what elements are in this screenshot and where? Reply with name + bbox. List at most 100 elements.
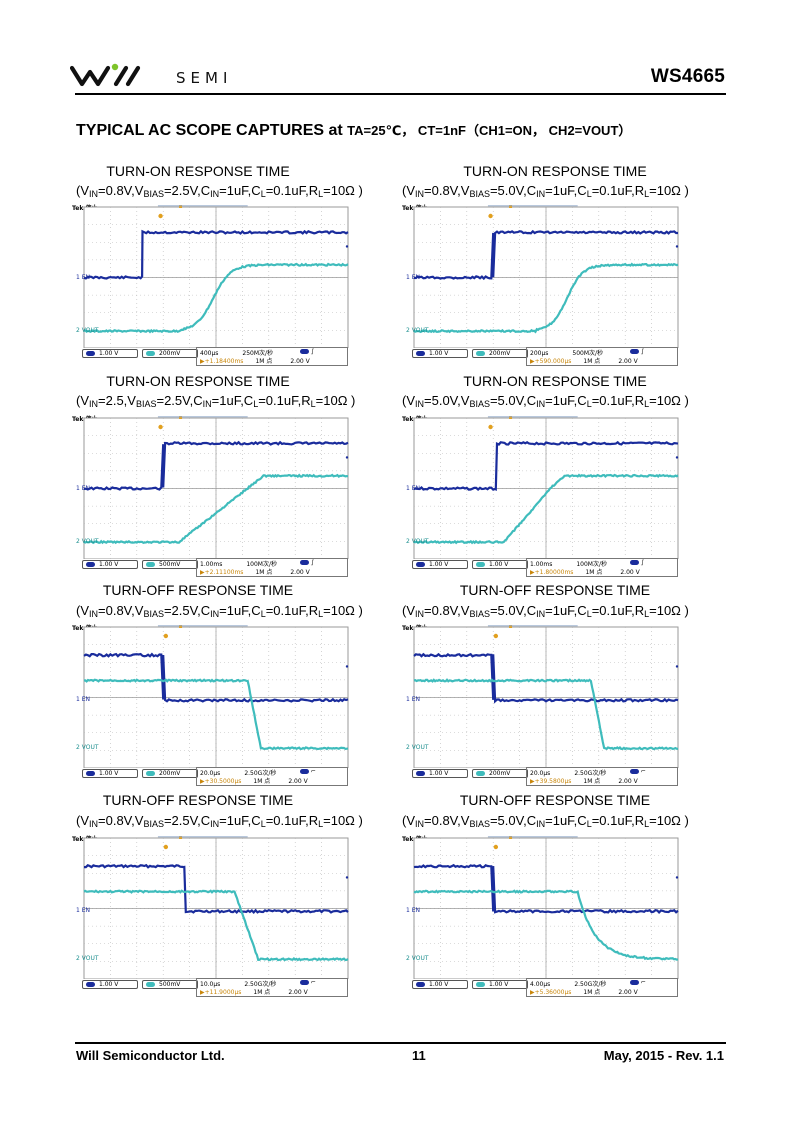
trigger-level-value: 2.00 V: [618, 358, 638, 365]
param-subscript: IN: [89, 189, 99, 199]
logo-green-dot: [111, 63, 119, 71]
record-length-value: 1M 点: [583, 989, 601, 996]
ch2-scale: 1.00 V: [472, 980, 528, 989]
ch1-scale-badge: [416, 771, 425, 776]
capture-title: TURN-OFF RESPONSE TIME: [459, 582, 651, 598]
ref-marker: [345, 245, 349, 248]
param-subscript: IN: [536, 189, 546, 199]
ch1-scale-badge: [86, 771, 95, 776]
param-text: =1uF,C: [545, 813, 587, 828]
status-frame: [196, 978, 348, 997]
trigger-position-readout: ▶+39.5800μs 1M 点 2.00 V: [530, 776, 638, 785]
trigger-position-value: ▶+11.9000μs: [200, 989, 242, 996]
param-text: =5.0V,C: [489, 603, 537, 618]
ch2-scale: 1.00 V: [472, 560, 528, 569]
timebase-value: 400μs: [200, 350, 219, 357]
ch1-label: 1 EN: [76, 273, 91, 281]
scope-screen: [83, 625, 349, 768]
param-text: =2.5V,C: [163, 183, 211, 198]
ch1-label: 1 EN: [76, 484, 91, 492]
timebase-value: 4.00μs: [530, 981, 551, 988]
param-text: V: [80, 183, 90, 198]
paren-close: ): [354, 603, 363, 618]
trigger-position-marker: [179, 205, 183, 208]
trigger-position-readout: ▶+11.9000μs 1M 点 2.00 V: [200, 987, 308, 996]
param-text: =2.5V,C: [156, 393, 203, 408]
param-text: =10Ω: [649, 813, 681, 828]
param-text: V: [406, 813, 416, 828]
param-text: =10Ω: [323, 813, 355, 828]
ch1-scale: 1.00 V: [412, 769, 468, 778]
param-subscript: L: [644, 399, 650, 409]
paren-open: (: [76, 603, 81, 618]
ch2-scale-value: 500mV: [159, 981, 181, 988]
ch1-label: 1 EN: [406, 273, 421, 281]
scope-status-bar: 1.00 V 1.00 V 1.00ms 100M次/秒 ▶+1.80000ms 1M 点…: [408, 558, 680, 579]
timebase-readout: 20.0μs 2.50G次/秒: [530, 768, 606, 777]
ch1-scale-badge: [416, 982, 425, 987]
paren-close: ): [680, 183, 689, 198]
ch2-scale-value: 200mV: [489, 350, 511, 357]
ch1-en-trace: [83, 229, 349, 280]
scope-status-bar: 1.00 V 200mV 20.0μs 2.50G次/秒 ▶+30.5000μs 1M 点…: [78, 767, 350, 788]
param-subscript: IN: [89, 819, 99, 829]
ch2-scale-value: 200mV: [159, 770, 181, 777]
param-subscript: BIAS: [143, 189, 164, 199]
capture-title: TURN-ON RESPONSE TIME: [463, 373, 647, 389]
param-subscript: IN: [536, 399, 546, 409]
param-subscript: IN: [210, 609, 220, 619]
ch1-label: 1 EN: [76, 907, 91, 915]
rising-edge-icon: ∫: [630, 348, 644, 355]
trigger-position-readout: ▶+1.18400ms 1M 点 2.00 V: [200, 356, 310, 365]
capture-title: TURN-OFF RESPONSE TIME: [102, 792, 294, 808]
capture-title: TURN-ON RESPONSE TIME: [463, 163, 647, 179]
ch2-label: 2 VOUT: [76, 538, 99, 546]
company-logo: SEMI: [70, 63, 232, 87]
param-subscript: L: [260, 819, 266, 829]
section-conditions: TA=25℃， CT=1nF（CH1=ON， CH2=VOUT）: [347, 123, 632, 138]
trigger-level-value: 2.00 V: [620, 569, 640, 576]
param-subscript: L: [318, 609, 324, 619]
param-text: V: [406, 393, 416, 408]
param-subscript: L: [644, 609, 650, 619]
ch2-label: 2 VOUT: [406, 327, 429, 335]
ch2-scale-badge: [146, 562, 155, 567]
param-text: =1uF,C: [545, 183, 587, 198]
param-text: =5.0V,V: [424, 393, 470, 408]
param-text: =2.5,V: [98, 393, 136, 408]
ref-marker: [675, 456, 679, 459]
trigger-position-value: ▶+39.5800μs: [530, 778, 572, 785]
timebase-value: 20.0μs: [200, 770, 221, 777]
scope-status-bar: 1.00 V 1.00 V 4.00μs 2.50G次/秒 ▶+5.36000μs 1M …: [408, 978, 680, 999]
record-length-value: 1M 点: [583, 778, 601, 785]
ch2-label: 2 VOUT: [406, 744, 429, 752]
record-length-value: 1M 点: [583, 358, 601, 365]
param-subscript: IN: [536, 609, 546, 619]
param-subscript: IN: [202, 399, 212, 409]
scope-status-bar: 1.00 V 200mV 400μs 250M次/秒 ▶+1.18400ms 1M 点 2.…: [78, 347, 350, 368]
ch1-scale-value: 1.00 V: [99, 981, 119, 988]
ch1-scale-value: 1.00 V: [99, 561, 119, 568]
falling-edge-icon: ⌐: [630, 768, 646, 775]
ch2-scale-badge: [476, 771, 485, 776]
trigger-position-marker: [179, 625, 183, 628]
param-subscript: BIAS: [469, 189, 490, 199]
capture-title: TURN-ON RESPONSE TIME: [106, 373, 290, 389]
timebase-readout: 1.00ms 100M次/秒: [200, 559, 277, 568]
trigger-point-marker: [488, 424, 493, 430]
param-text: =0.8V,V: [424, 183, 470, 198]
trigger-point-marker: [488, 213, 493, 219]
footer-page-number: 11: [412, 1048, 426, 1063]
trigger-position-readout: ▶+590.000μs 1M 点 2.00 V: [530, 356, 638, 365]
scope-status-bar: 1.00 V 200mV 200μs 500M次/秒 ▶+590.000μs 1M 点 2.…: [408, 347, 680, 368]
ch1-scale: 1.00 V: [82, 980, 138, 989]
timebase-value: 20.0μs: [530, 770, 551, 777]
logo-semi-text: SEMI: [176, 69, 232, 87]
ch1-scale: 1.00 V: [82, 349, 138, 358]
ch1-scale-badge: [86, 351, 95, 356]
param-subscript: BIAS: [143, 609, 164, 619]
param-subscript: L: [586, 609, 592, 619]
